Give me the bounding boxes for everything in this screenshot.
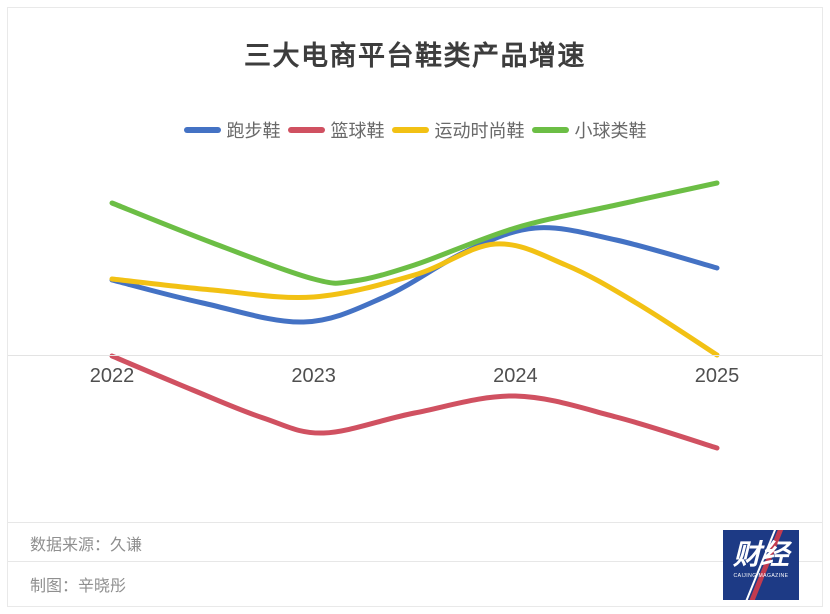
x-tick-2022: 2022	[89, 365, 135, 387]
x-axis-line	[8, 355, 822, 356]
legend-label-ball-sport-shoes: 小球类鞋	[574, 121, 647, 141]
legend-label-running-shoes: 跑步鞋	[226, 121, 281, 141]
legend: 跑步鞋 篮球鞋 运动时尚鞋 小球类鞋	[0, 117, 830, 143]
legend-item-basketball-shoes: 篮球鞋	[287, 117, 385, 143]
footer-divider-top	[8, 522, 822, 523]
legend-swatch-basketball-shoes	[287, 127, 325, 133]
legend-label-sport-fashion-shoes: 运动时尚鞋	[434, 121, 525, 141]
footer-divider-middle	[8, 561, 822, 562]
legend-item-running-shoes: 跑步鞋	[183, 117, 281, 143]
logo-caption: CAIJING MAGAZINE	[733, 573, 789, 579]
chart-title: 三大电商平台鞋类产品增速	[244, 41, 586, 71]
logo-text: 财经	[732, 539, 789, 570]
data-source-text: 数据来源：久谦	[30, 537, 143, 554]
legend-item-sport-fashion-shoes: 运动时尚鞋	[391, 117, 525, 143]
card-frame	[7, 7, 823, 607]
legend-label-basketball-shoes: 篮球鞋	[330, 121, 385, 141]
x-tick-2025: 2025	[694, 365, 740, 387]
caijing-logo: 财经 CAIJING MAGAZINE	[723, 530, 799, 600]
legend-swatch-sport-fashion-shoes	[391, 127, 429, 133]
x-tick-2023: 2023	[291, 365, 336, 387]
x-tick-2024: 2024	[493, 365, 538, 387]
legend-swatch-running-shoes	[183, 127, 221, 133]
chart-author-text: 制图：辛晓彤	[30, 578, 127, 595]
legend-swatch-ball-sport-shoes	[531, 127, 569, 133]
legend-item-ball-sport-shoes: 小球类鞋	[531, 117, 647, 143]
